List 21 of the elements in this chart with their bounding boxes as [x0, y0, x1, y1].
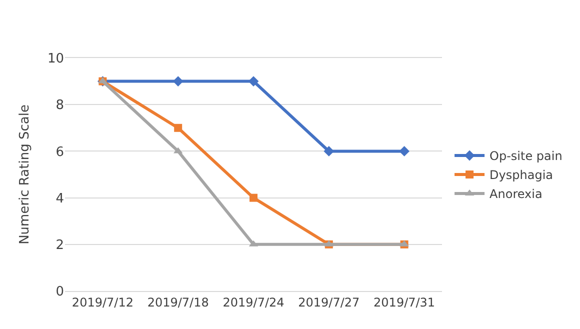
y-tick-label: 6 [56, 144, 64, 160]
legend-label: Anorexia [490, 187, 542, 202]
x-tick-label: 2019/7/18 [147, 295, 209, 310]
point [324, 146, 334, 156]
point [250, 194, 258, 202]
x-tick-label: 2019/7/24 [222, 295, 284, 310]
y-tick-label: 8 [56, 98, 64, 114]
x-tick-label: 2019/7/12 [72, 295, 134, 310]
y-tick-label: 0 [56, 284, 64, 300]
y-tick-label: 2 [56, 238, 64, 253]
y-tick-label: 4 [56, 191, 64, 206]
point [248, 76, 259, 86]
point [174, 124, 182, 132]
legend-label: Op-site pain [490, 149, 562, 164]
point [399, 146, 410, 156]
legend-label: Dysphagia [490, 168, 554, 182]
x-tick-label: 2019/7/31 [374, 295, 436, 310]
x-tick-label: 2019/7/27 [298, 295, 360, 310]
y-tick-label: 10 [47, 52, 64, 67]
point [172, 76, 184, 86]
y-axis-title: Numeric Rating Scale [17, 104, 32, 244]
